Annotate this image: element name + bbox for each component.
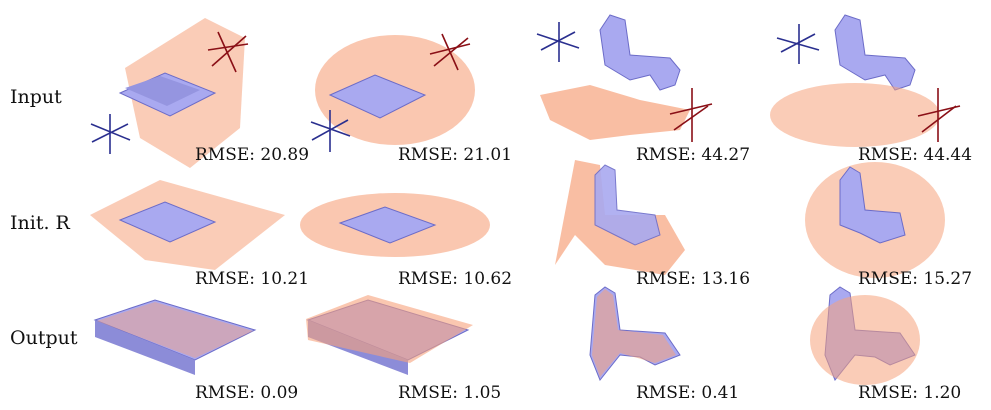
point-cloud bbox=[770, 83, 940, 147]
target-axes bbox=[536, 22, 580, 62]
house-model bbox=[118, 72, 217, 117]
horse-output-sparse bbox=[589, 286, 681, 381]
house-input-noisy bbox=[315, 35, 475, 145]
rmse-value: RMSE: 0.09 bbox=[195, 383, 299, 403]
horse-model bbox=[599, 14, 681, 91]
horse-model bbox=[834, 14, 916, 91]
row-label-input: Input bbox=[10, 86, 62, 108]
point-cloud bbox=[97, 302, 253, 358]
target-axes bbox=[90, 114, 131, 154]
horse-init-sparse bbox=[555, 160, 685, 275]
source-axes bbox=[429, 33, 471, 71]
house-init-noisy bbox=[300, 193, 490, 257]
target-axes bbox=[776, 24, 820, 64]
house-output-sparse bbox=[93, 299, 257, 375]
rmse-value: RMSE: 15.27 bbox=[858, 269, 973, 289]
house-model bbox=[338, 206, 437, 244]
point-cloud bbox=[592, 289, 676, 377]
row-label-output: Output bbox=[10, 327, 78, 349]
rmse-value: RMSE: 1.05 bbox=[398, 383, 502, 403]
horse-input-noisy bbox=[770, 14, 940, 147]
house-model bbox=[93, 299, 257, 375]
house-model bbox=[328, 74, 427, 119]
rmse-value: RMSE: 20.89 bbox=[195, 145, 310, 165]
source-axes bbox=[917, 88, 961, 142]
horse-model bbox=[594, 164, 661, 246]
target-axes bbox=[310, 110, 351, 152]
source-axes bbox=[669, 88, 713, 142]
point-cloud bbox=[540, 85, 690, 140]
house-model bbox=[118, 201, 217, 243]
rmse-value: RMSE: 13.16 bbox=[636, 269, 751, 289]
source-axes bbox=[207, 31, 249, 73]
rmse-value: RMSE: 10.62 bbox=[398, 269, 513, 289]
house-init-sparse bbox=[90, 180, 285, 270]
row-label-init-r: Init. R bbox=[10, 212, 70, 234]
horse-output-noisy bbox=[810, 286, 920, 385]
rmse-value: RMSE: 0.41 bbox=[636, 383, 740, 403]
rmse-value: RMSE: 10.21 bbox=[195, 269, 310, 289]
rmse-value: RMSE: 21.01 bbox=[398, 145, 513, 165]
point-cloud bbox=[306, 295, 473, 363]
house-input-sparse bbox=[118, 18, 245, 168]
point-cloud bbox=[810, 295, 920, 385]
horse-init-noisy bbox=[805, 162, 945, 278]
rmse-value: RMSE: 44.27 bbox=[636, 145, 751, 165]
horse-model bbox=[839, 166, 906, 244]
rmse-value: RMSE: 44.44 bbox=[858, 145, 973, 165]
house-output-noisy bbox=[306, 295, 473, 375]
rmse-value: RMSE: 1.20 bbox=[858, 383, 962, 403]
horse-input-sparse bbox=[540, 14, 690, 140]
